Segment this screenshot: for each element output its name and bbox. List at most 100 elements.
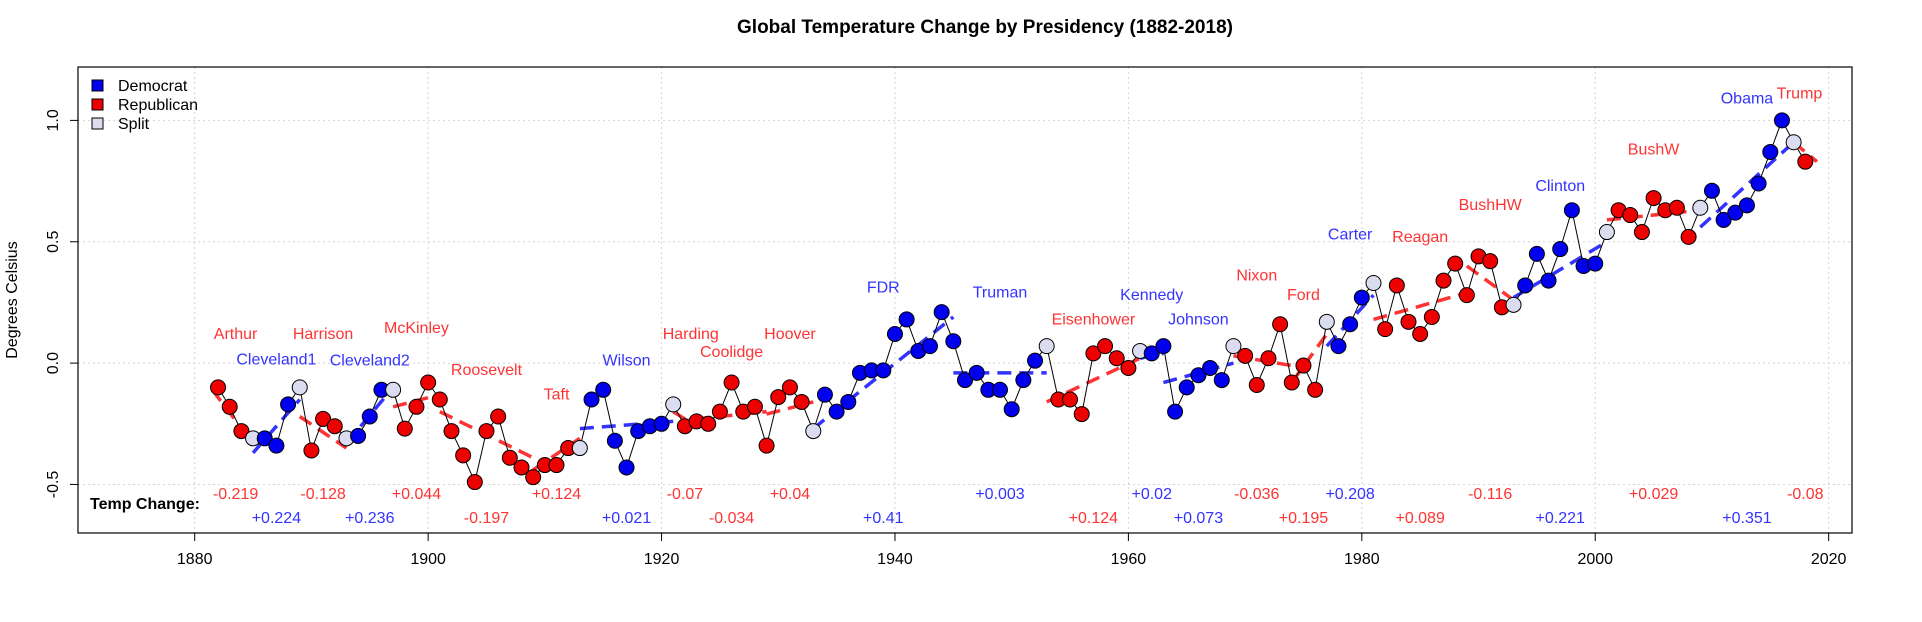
data-point-1900 [420, 374, 437, 391]
data-point-1895 [361, 408, 378, 425]
legend-label-split: Split [118, 116, 150, 133]
presidency-label-obama: Obama [1721, 90, 1774, 107]
data-point-1987 [1435, 272, 1452, 289]
data-point-2014 [1750, 175, 1767, 192]
data-point-1894 [350, 427, 367, 444]
x-tick-label: 2000 [1577, 551, 1613, 568]
data-point-2016 [1773, 112, 1790, 129]
data-point-1959 [1108, 350, 1125, 367]
data-point-1997 [1552, 241, 1569, 258]
data-point-2009 [1692, 199, 1709, 216]
data-point-1986 [1423, 308, 1440, 325]
data-point-1984 [1400, 313, 1417, 330]
data-point-1917 [618, 459, 635, 476]
gridlines [78, 67, 1852, 533]
data-point-1953 [1038, 338, 1055, 355]
data-point-1968 [1213, 372, 1230, 389]
data-point-1940 [886, 325, 903, 342]
change-label-reagan: +0.089 [1395, 510, 1444, 527]
data-point-1931 [781, 379, 798, 396]
data-point-1905 [478, 423, 495, 440]
data-point-1936 [840, 393, 857, 410]
presidency-label-cleveland2: Cleveland2 [330, 353, 410, 370]
change-label-truman: +0.003 [975, 486, 1024, 503]
data-point-1933 [805, 423, 822, 440]
x-tick-label: 1900 [410, 551, 446, 568]
data-point-1903 [455, 447, 472, 464]
data-point-2010 [1703, 182, 1720, 199]
data-point-1906 [490, 408, 507, 425]
presidency-label-ford: Ford [1287, 287, 1320, 304]
change-label-wilson: +0.021 [602, 510, 651, 527]
x-tick-label: 2020 [1811, 551, 1847, 568]
presidency-label-fdr: FDR [867, 280, 900, 297]
data-point-1957 [1085, 345, 1102, 362]
legend-label-republican: Republican [118, 97, 198, 114]
data-point-1890 [303, 442, 320, 459]
data-point-1928 [746, 398, 763, 415]
data-point-1972 [1260, 350, 1277, 367]
presidency-label-cleveland1: Cleveland1 [236, 351, 316, 368]
data-point-2003 [1622, 207, 1639, 224]
data-point-1907 [501, 449, 518, 466]
data-point-2015 [1762, 143, 1779, 160]
data-point-1998 [1563, 202, 1580, 219]
change-label-coolidge: -0.034 [709, 510, 754, 527]
presidency-label-taft: Taft [544, 387, 570, 404]
change-label-roosevelt: -0.197 [464, 510, 509, 527]
data-point-1950 [1003, 401, 1020, 418]
data-point-1882 [210, 379, 227, 396]
presidency-label-trump: Trump [1777, 86, 1823, 103]
presidency-label-clinton: Clinton [1535, 178, 1585, 195]
data-point-1969 [1225, 338, 1242, 355]
change-label-harrison: -0.128 [300, 486, 345, 503]
presidency-label-bushhw: BushHW [1459, 197, 1523, 214]
presidency-labels: Arthur Cleveland1 Harrison Cleveland2 McKinl… [214, 86, 1823, 404]
data-point-1944 [933, 304, 950, 321]
data-point-1963 [1155, 338, 1172, 355]
data-point-2013 [1738, 197, 1755, 214]
data-point-2004 [1633, 224, 1650, 241]
change-label-kennedy: +0.02 [1131, 486, 1172, 503]
legend-swatch-split [91, 117, 104, 130]
presidency-label-harrison: Harrison [293, 326, 353, 343]
change-label-carter: +0.208 [1325, 486, 1374, 503]
y-tick-label: -0.5 [45, 471, 62, 499]
change-label-clinton: +0.221 [1536, 510, 1585, 527]
data-point-1962 [1143, 345, 1160, 362]
data-point-1991 [1482, 253, 1499, 270]
x-tick-label: 1940 [877, 551, 913, 568]
data-point-1915 [595, 381, 612, 398]
data-point-1889 [291, 379, 308, 396]
y-tick-label: 0.0 [45, 352, 62, 374]
x-tick-label: 1880 [177, 551, 213, 568]
data-point-1891 [315, 410, 332, 427]
trend-line-eisenhower [1045, 356, 1141, 404]
data-point-1934 [816, 386, 833, 403]
change-label-nixon: -0.036 [1234, 486, 1279, 503]
trend-line-reagan [1373, 291, 1468, 322]
chart-title: Global Temperature Change by Presidency … [737, 17, 1233, 38]
data-point-1946 [957, 372, 973, 389]
trend-line-clinton [1512, 240, 1608, 300]
data-point-1951 [1015, 372, 1032, 389]
change-label-johnson: +0.073 [1174, 510, 1223, 527]
data-point-1947 [968, 364, 985, 381]
data-point-1978 [1330, 338, 1347, 355]
data-point-1994 [1517, 277, 1534, 294]
data-point-1980 [1353, 289, 1370, 306]
data-point-1993 [1505, 296, 1522, 313]
presidency-label-nixon: Nixon [1236, 268, 1277, 285]
data-point-1926 [723, 374, 740, 391]
data-point-2001 [1598, 224, 1615, 241]
data-point-1904 [466, 474, 483, 491]
data-point-2000 [1587, 255, 1604, 272]
presidency-label-carter: Carter [1328, 226, 1373, 243]
y-tick-label: 1.0 [45, 109, 62, 131]
data-point-1899 [408, 398, 425, 415]
data-point-1983 [1388, 277, 1405, 294]
change-label-bushhw: -0.116 [1468, 486, 1512, 503]
data-point-1943 [921, 338, 938, 355]
presidency-label-bushw: BushW [1628, 141, 1680, 158]
change-label-taft: +0.124 [532, 486, 581, 503]
